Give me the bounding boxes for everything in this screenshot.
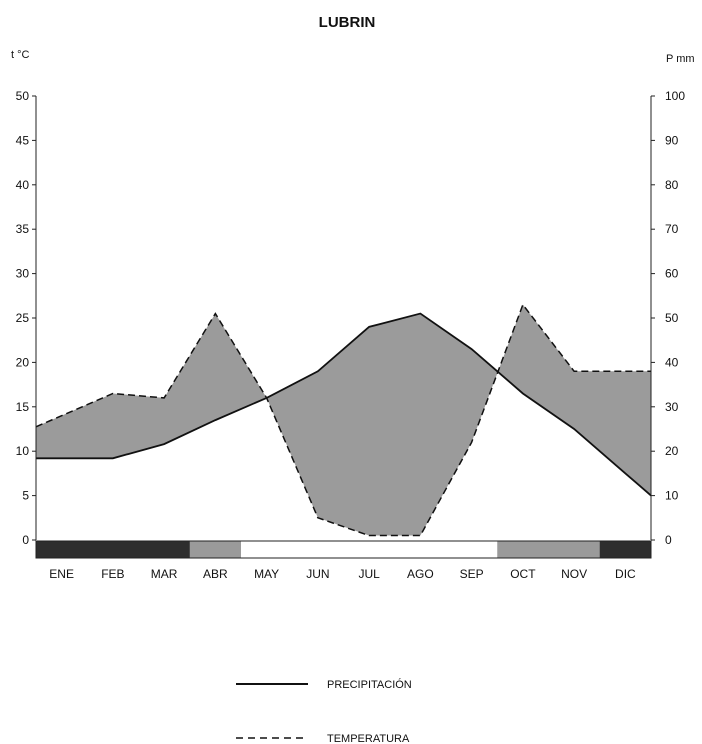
right-axis-label: P mm <box>666 53 695 65</box>
month-label-dic: DIC <box>615 567 636 581</box>
left-tick-label: 15 <box>16 400 30 414</box>
fills-layer <box>36 304 651 536</box>
month-label-may: MAY <box>254 567 279 581</box>
month-bar-cell-ene <box>36 541 88 558</box>
month-bar-cell-dic <box>599 541 652 558</box>
lines-layer <box>35 303 652 537</box>
humid-period-area <box>36 313 498 536</box>
month-label-jun: JUN <box>306 567 329 581</box>
right-tick-label: 70 <box>665 222 679 236</box>
left-tick-label: 40 <box>16 178 30 192</box>
legend-precip-label: PRECIPITACIÓN <box>327 678 412 691</box>
legend: PRECIPITACIÓN TEMPERATURA <box>236 678 412 744</box>
left-tick-label: 0 <box>22 533 29 547</box>
left-tick-label: 45 <box>16 133 30 147</box>
right-tick-label: 20 <box>665 444 679 458</box>
month-bar-cell-ago <box>394 541 447 558</box>
left-tick-label: 25 <box>16 311 30 325</box>
month-bar-cell-jun <box>292 541 344 558</box>
right-tick-label: 50 <box>665 311 679 325</box>
right-tick-label: 10 <box>665 489 679 503</box>
left-tick-label: 35 <box>16 222 30 236</box>
month-bar-frame <box>35 540 652 559</box>
month-label-abr: ABR <box>203 567 228 581</box>
right-tick-label: 60 <box>665 267 679 281</box>
temperatura-line <box>35 303 651 537</box>
left-tick-label: 30 <box>16 267 30 281</box>
ticks-layer: 0 5 10 15 20 25 30 35 40 45 50 0 10 20 30 40 50 60 70 80 90 1… <box>16 89 686 547</box>
month-bar-cell-sep <box>446 541 498 558</box>
right-tick-label: 40 <box>665 355 679 369</box>
month-bar-cell-nov <box>548 541 601 558</box>
left-tick-label: 5 <box>22 489 29 503</box>
month-bar-cell-jul <box>343 541 396 558</box>
month-bar-cell-oct <box>497 541 549 558</box>
month-label-oct: OCT <box>510 567 536 581</box>
right-tick-label: 30 <box>665 400 679 414</box>
chart-title: LUBRIN <box>319 14 376 31</box>
month-label-nov: NOV <box>561 567 587 581</box>
month-label-mar: MAR <box>151 567 178 581</box>
left-axis-label: t °C <box>11 49 30 61</box>
month-label-feb: FEB <box>101 567 124 581</box>
right-tick-label: 80 <box>665 178 679 192</box>
precipitacion-line <box>36 312 652 497</box>
month-bar-cell-abr <box>189 541 242 558</box>
legend-temp-label: TEMPERATURA <box>327 733 410 744</box>
right-tick-label: 0 <box>665 533 672 547</box>
month-labels: ENE FEB MAR ABR MAY JUN JUL AGO SEP OCT NOV DIC <box>49 567 636 581</box>
left-tick-label: 10 <box>16 444 30 458</box>
month-label-sep: SEP <box>460 567 484 581</box>
month-bar-cell-feb <box>87 541 139 558</box>
month-label-jul: JUL <box>358 567 380 581</box>
month-bar-cell-may <box>241 541 293 558</box>
left-tick-label: 50 <box>16 89 30 103</box>
month-label-ene: ENE <box>49 567 74 581</box>
left-tick-label: 20 <box>16 355 30 369</box>
right-tick-label: 90 <box>665 133 679 147</box>
month-bar <box>35 540 652 559</box>
humid-period-area <box>497 304 651 496</box>
month-bar-cell-mar <box>138 541 191 558</box>
month-label-ago: AGO <box>407 567 434 581</box>
right-tick-label: 100 <box>665 89 685 103</box>
